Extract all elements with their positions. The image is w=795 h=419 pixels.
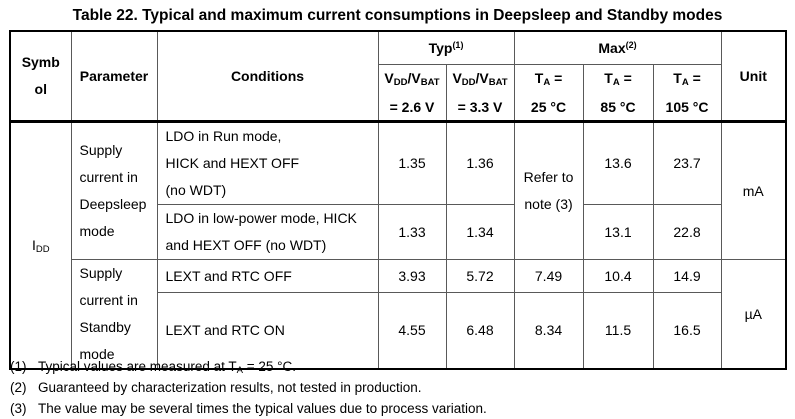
header-unit: Unit <box>720 30 787 122</box>
value-typ26-ds-run: 1.35 <box>377 119 447 205</box>
conditions-deepsleep-lowpower-cell: LDO in low-power mode, HICK and HEXT OFF… <box>156 203 379 260</box>
value-typ26-sb-off: 3.93 <box>377 258 447 294</box>
ta-eq: = <box>550 69 563 86</box>
footnote-text: Guaranteed by characterization results, … <box>38 380 421 395</box>
value-typ33-sb-on: 6.48 <box>445 292 515 369</box>
table-row: IDD Supply current in Deepsleep mode LDO… <box>9 119 787 369</box>
header-typ-group: Typ(1) <box>377 30 515 65</box>
value-max85-sb-on: 11.5 <box>582 292 654 369</box>
vdd-symbol: V <box>384 69 394 86</box>
footnote-text: The value may be several times the typic… <box>38 401 487 416</box>
conditions-standby-rtcoff-cell: LEXT and RTC OFF <box>156 258 379 294</box>
vbat-symbol: /V <box>407 69 421 86</box>
footnote-2: (2) Guaranteed by characterization resul… <box>10 377 487 398</box>
ta-symbol: T <box>534 69 544 86</box>
value-max105-ds-lp: 22.8 <box>652 203 722 260</box>
ta-85-value: 85 °C <box>600 98 636 115</box>
max-label: Max <box>598 39 626 56</box>
footnote-1: (1) Typical values are measured at TA = … <box>10 356 487 377</box>
ta-sub: A <box>543 76 551 88</box>
value-typ26-sb-on: 4.55 <box>377 292 447 369</box>
spec-table: Symb ol Parameter Conditions Typ(1) Max(… <box>9 30 788 370</box>
vdd-sub: DD <box>461 76 476 88</box>
header-ta-105: TA = 105 °C <box>652 63 722 122</box>
header-ta-25: TA = 25 °C <box>513 63 584 122</box>
table-row: Supply current in Standby mode LEXT and … <box>10 258 787 369</box>
ta-eq: = <box>688 69 701 86</box>
footnote-3: (3) The value may be several times the t… <box>10 398 487 419</box>
symbol-idd-cell: IDD <box>9 119 72 369</box>
ta-symbol: T <box>673 69 682 86</box>
header-conditions: Conditions <box>156 30 379 122</box>
vbat-symbol: /V <box>475 69 489 86</box>
footnote-text-pre: The value may be several times the typic… <box>38 401 487 416</box>
vdd-sub: DD <box>393 76 408 88</box>
footnote-number: (1) <box>10 359 27 374</box>
footnotes: (1) Typical values are measured at TA = … <box>10 356 487 419</box>
ta-sub: A <box>612 76 620 88</box>
vdd-2v6-value: = 2.6 V <box>389 98 435 115</box>
table-row: LDO in low-power mode, HICK and HEXT OFF… <box>10 203 786 260</box>
value-max85-ds-run: 13.6 <box>582 119 654 205</box>
vdd-3v3-value: = 3.3 V <box>457 98 503 115</box>
value-typ33-ds-run: 1.36 <box>445 119 515 205</box>
header-vdd-2v6: VDD/VBAT = 2.6 V <box>377 63 447 122</box>
footnote-number: (3) <box>10 401 27 416</box>
vbat-sub: BAT <box>420 76 440 88</box>
ta-105-value: 105 °C <box>665 98 709 115</box>
footnote-text-post: = 25 °C. <box>242 359 297 374</box>
footnote-ta-sub: A <box>236 365 243 376</box>
footnote-number: (2) <box>10 380 27 395</box>
value-typ26-ds-lp: 1.33 <box>377 203 447 260</box>
idd-sub: DD <box>35 244 50 255</box>
value-max85-sb-off: 10.4 <box>582 258 654 294</box>
value-max25-sb-off: 7.49 <box>513 258 584 294</box>
vdd-symbol: V <box>452 69 462 86</box>
ta-25-value: 25 °C <box>530 98 567 115</box>
ta-eq: = <box>619 69 632 86</box>
table-row: LEXT and RTC ON 4.55 6.48 8.34 11.5 16.5 <box>10 292 786 369</box>
header-symbol: Symb ol <box>9 30 72 122</box>
header-max-group: Max(2) <box>513 30 722 65</box>
footnote-text-pre: Guaranteed by characterization results, … <box>38 380 422 395</box>
header-parameter: Parameter <box>70 30 158 122</box>
value-max105-sb-off: 14.9 <box>652 258 722 294</box>
footnote-text: Typical values are measured at TA = 25 °… <box>38 359 297 376</box>
table-title: Table 22. Typical and maximum current co… <box>72 7 723 24</box>
value-typ33-sb-off: 5.72 <box>445 258 515 294</box>
conditions-deepsleep-run-cell: LDO in Run mode, HICK and HEXT OFF (no W… <box>156 119 379 205</box>
value-max85-ds-lp: 13.1 <box>582 203 654 260</box>
value-max105-sb-on: 16.5 <box>652 292 722 369</box>
ta-sub: A <box>681 76 689 88</box>
vbat-sub: BAT <box>488 76 508 88</box>
ta-symbol: T <box>604 69 613 86</box>
value-max25-deepsleep-note: Refer to note (3) <box>513 119 584 260</box>
max-footnote-ref: (2) <box>625 39 637 50</box>
value-max25-sb-on: 8.34 <box>513 292 584 369</box>
unit-standby-cell: µA <box>720 258 787 369</box>
parameter-standby-cell: Supply current in Standby mode <box>70 258 158 369</box>
header-vdd-3v3: VDD/VBAT = 3.3 V <box>445 63 515 122</box>
parameter-deepsleep-cell: Supply current in Deepsleep mode <box>70 119 158 260</box>
footnote-text-pre: Typical values are measured at T <box>38 359 237 374</box>
value-typ33-ds-lp: 1.34 <box>445 203 515 260</box>
idd-symbol: I <box>31 237 36 253</box>
value-max105-ds-run: 23.7 <box>652 119 722 205</box>
header-ta-85: TA = 85 °C <box>582 63 654 122</box>
typ-footnote-ref: (1) <box>452 39 464 50</box>
typ-label: Typ <box>428 39 453 56</box>
unit-deepsleep-cell: mA <box>720 119 787 260</box>
